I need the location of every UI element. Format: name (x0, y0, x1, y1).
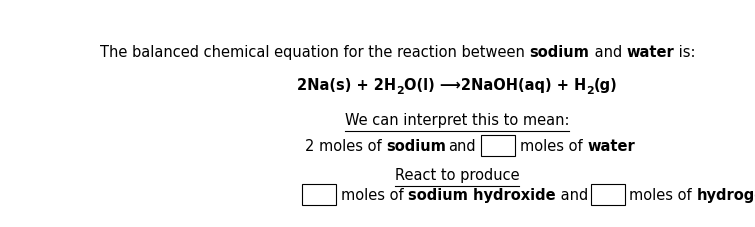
Text: hydrogen: hydrogen (697, 188, 755, 202)
Text: sodium: sodium (530, 45, 590, 60)
Text: sodium: sodium (387, 139, 446, 153)
Text: The balanced chemical equation for the reaction between: The balanced chemical equation for the r… (100, 45, 530, 60)
Text: 2 moles of: 2 moles of (305, 139, 387, 153)
Text: moles of: moles of (341, 188, 408, 202)
FancyBboxPatch shape (302, 185, 336, 205)
Text: 2Na(s) + 2H: 2Na(s) + 2H (297, 77, 396, 92)
Text: 2: 2 (396, 86, 404, 96)
FancyBboxPatch shape (590, 185, 624, 205)
Text: O(l) ⟶2NaOH(aq) + H: O(l) ⟶2NaOH(aq) + H (404, 77, 586, 92)
Text: 2: 2 (586, 86, 593, 96)
Text: water: water (627, 45, 674, 60)
Text: and: and (448, 139, 476, 153)
Text: moles of: moles of (630, 188, 697, 202)
Text: sodium hydroxide: sodium hydroxide (408, 188, 556, 202)
Text: and: and (556, 188, 588, 202)
FancyBboxPatch shape (481, 136, 515, 157)
Text: and: and (590, 45, 627, 60)
Text: React to produce: React to produce (395, 168, 519, 183)
Text: moles of: moles of (520, 139, 587, 153)
Text: is:: is: (674, 45, 695, 60)
Text: (g): (g) (593, 77, 618, 92)
Text: water: water (587, 139, 636, 153)
Text: We can interpret this to mean:: We can interpret this to mean: (345, 112, 569, 127)
